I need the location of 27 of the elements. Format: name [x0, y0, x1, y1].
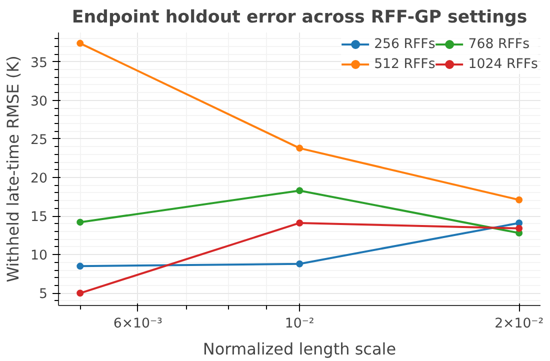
y-tick-label: 35 [30, 56, 48, 71]
x-axis-title: Normalized length scale [202, 340, 396, 358]
x-tick-label: 6×10⁻³ [113, 316, 162, 332]
point [76, 40, 84, 47]
point [296, 144, 304, 152]
y-axis-title: Withheld late-time RMSE (K) [4, 56, 23, 282]
y-tick-label: 15 [30, 210, 48, 226]
y-tick-label: 20 [30, 171, 48, 186]
y-tick-label: 30 [30, 94, 48, 110]
point [76, 290, 84, 297]
x-tick-label: 10⁻² [284, 316, 314, 332]
legend-label: 768 RFFs [468, 36, 530, 52]
point [296, 187, 304, 194]
x-tick-label: 2×10⁻² [494, 316, 544, 332]
point [76, 262, 84, 270]
y-tick-label: 10 [30, 248, 48, 264]
point [296, 260, 304, 268]
point [516, 224, 523, 232]
point [76, 218, 84, 226]
point [516, 196, 523, 204]
chart-title: Endpoint holdout error across RFF-GP settings [72, 8, 528, 28]
y-tick-label: 5 [39, 287, 48, 302]
legend-label: 256 RFFs [374, 36, 436, 52]
y-tick-label: 25 [30, 132, 48, 148]
legend-label: 512 RFFs [374, 56, 436, 72]
point [296, 219, 304, 226]
legend-label: 1024 RFFs [468, 56, 538, 72]
